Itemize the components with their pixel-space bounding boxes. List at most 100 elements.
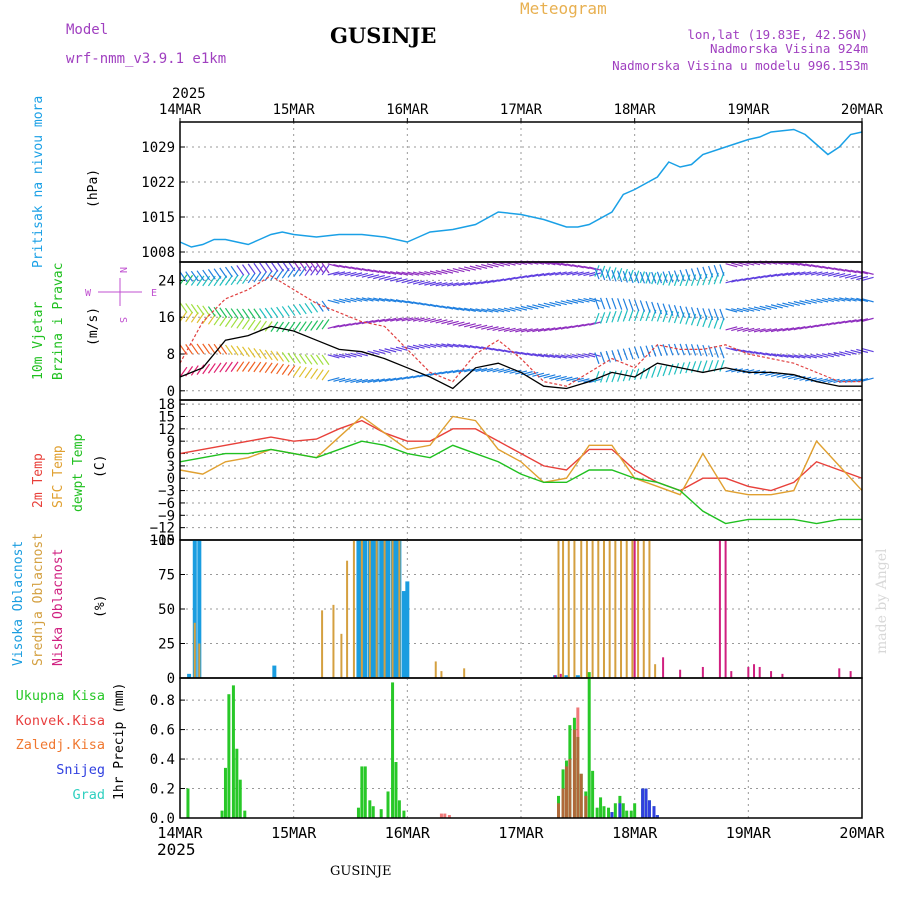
wind-barb bbox=[401, 271, 414, 276]
wind-barb bbox=[822, 297, 834, 303]
wind-barb bbox=[333, 354, 346, 359]
wind-barb bbox=[577, 378, 590, 383]
wind-barb bbox=[543, 327, 556, 332]
wind-barb bbox=[236, 318, 245, 329]
wind-barb bbox=[515, 351, 528, 356]
wind-barb bbox=[464, 307, 476, 312]
total-precip-bar bbox=[397, 800, 401, 818]
wind-barb bbox=[537, 353, 550, 358]
y-tick-label: 0.8 bbox=[150, 693, 175, 709]
wind-barb bbox=[498, 327, 511, 332]
wind-barb bbox=[207, 314, 216, 325]
low-cloud-bar bbox=[770, 671, 773, 678]
wind-barb bbox=[571, 323, 584, 329]
wind-barb bbox=[622, 298, 628, 311]
wind-barb bbox=[725, 367, 738, 373]
mid-cloud-bar bbox=[198, 643, 201, 678]
mid-cloud-bar bbox=[631, 540, 634, 678]
y-tick-label: −12 bbox=[150, 521, 175, 537]
total-precip-bar bbox=[621, 803, 625, 818]
wind-barb bbox=[731, 278, 744, 283]
wind-barb bbox=[782, 374, 795, 379]
total-precip-bar bbox=[238, 779, 242, 818]
wind-barb bbox=[219, 315, 228, 327]
mid-cloud-bar bbox=[346, 560, 349, 678]
total-precip-bar bbox=[386, 791, 390, 818]
wind-barb bbox=[583, 265, 596, 270]
wind-barb bbox=[810, 271, 823, 276]
wind-barb bbox=[196, 270, 205, 281]
wind-barb bbox=[253, 262, 262, 274]
cloud-label-3: Niska Oblacnost bbox=[51, 549, 66, 666]
wind-barb bbox=[179, 366, 188, 378]
wind-barb bbox=[367, 268, 380, 274]
total-precip-bar bbox=[223, 767, 227, 818]
wind-barb bbox=[481, 263, 493, 269]
snow-bar bbox=[610, 812, 614, 818]
wind-barb bbox=[850, 297, 863, 302]
wind-barb bbox=[526, 352, 539, 357]
wind-barb bbox=[446, 320, 459, 325]
wind-barb bbox=[407, 271, 420, 276]
wind-barb bbox=[446, 268, 459, 274]
wind-barb bbox=[520, 274, 533, 279]
wind-barb bbox=[532, 304, 545, 309]
wind-barb bbox=[287, 352, 296, 364]
wind-barb bbox=[526, 273, 539, 278]
wind-barb bbox=[787, 271, 800, 276]
wind-barb bbox=[628, 369, 634, 381]
wind-barb bbox=[736, 307, 749, 313]
wind-barb bbox=[179, 274, 188, 285]
wind-barb bbox=[475, 264, 488, 270]
low-cloud-bar bbox=[724, 540, 727, 678]
wind-barb bbox=[276, 321, 284, 333]
wind-barb bbox=[554, 326, 567, 331]
wind-barb bbox=[356, 297, 368, 302]
low-cloud-bar bbox=[747, 666, 750, 678]
wind-barb bbox=[685, 269, 691, 281]
wind-barb bbox=[207, 363, 216, 374]
wind-barb bbox=[810, 298, 823, 304]
wind-barb bbox=[543, 353, 556, 359]
snow-bar bbox=[618, 803, 622, 818]
wind-barb bbox=[378, 270, 391, 275]
wind-barb bbox=[776, 327, 789, 332]
wind-barb bbox=[611, 297, 617, 310]
wind-barb bbox=[509, 327, 522, 333]
wind-barb bbox=[611, 350, 617, 362]
wind-barb bbox=[384, 317, 397, 323]
wind-barb bbox=[452, 267, 465, 273]
wind-barb bbox=[799, 271, 812, 276]
wind-barb bbox=[583, 297, 596, 303]
precip-legend-label: Snijeg bbox=[56, 762, 105, 778]
wind-barb bbox=[787, 301, 800, 306]
wind-barb bbox=[645, 345, 651, 358]
wind-barb bbox=[327, 271, 340, 276]
wind-barb bbox=[515, 275, 528, 280]
wind-barb bbox=[600, 265, 606, 278]
wind-barb bbox=[344, 353, 357, 358]
snow-bar bbox=[641, 788, 645, 818]
compass-s: S bbox=[117, 317, 128, 323]
mid-cloud-bar bbox=[585, 540, 588, 678]
wind-barb bbox=[702, 344, 708, 357]
wind-barb bbox=[537, 303, 550, 308]
wind-barb bbox=[344, 378, 357, 383]
year-top: 2025 bbox=[172, 86, 206, 102]
wind-barb bbox=[753, 275, 766, 280]
wind-barb bbox=[412, 280, 425, 285]
wind-barb bbox=[315, 262, 324, 273]
snow-bar bbox=[644, 788, 648, 818]
wind-barb bbox=[185, 271, 194, 282]
wind-barb bbox=[673, 362, 680, 375]
x-tick-label-bottom: 20MAR bbox=[839, 824, 885, 842]
wind-barb bbox=[782, 302, 795, 307]
wind-barb bbox=[827, 352, 840, 357]
wind-barb bbox=[554, 271, 567, 276]
wind-barb bbox=[424, 302, 437, 308]
wind-barb bbox=[464, 266, 476, 271]
total-precip-bar bbox=[633, 803, 637, 818]
wind-barb bbox=[390, 317, 403, 322]
wind-barb bbox=[600, 312, 606, 324]
temp-label-2: SFC Temp bbox=[51, 445, 66, 508]
